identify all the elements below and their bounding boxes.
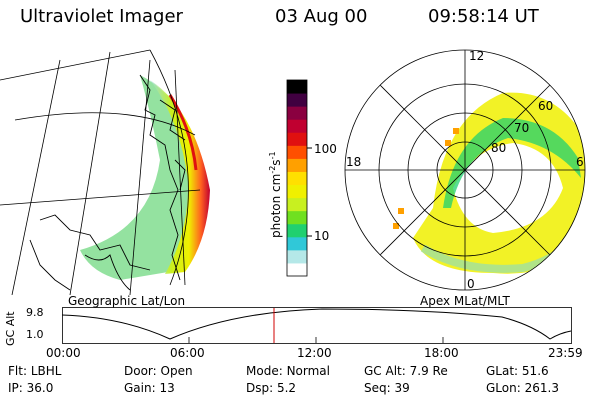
- time-tick-0000: 00:00: [46, 346, 81, 360]
- geographic-map-panel: [0, 49, 210, 295]
- colorbar-cell: [287, 80, 307, 94]
- colorbar-cell: [287, 93, 307, 107]
- time-tick-2359: 23:59: [548, 346, 583, 360]
- colorbar-tick-label-100: 100: [314, 142, 337, 156]
- colorbar-tick-label-10: 10: [314, 229, 330, 243]
- info-gc-alt: GC Alt: 7.9 Re: [364, 364, 448, 378]
- colorbar-cell: [287, 236, 307, 251]
- mlat-label-80: 80: [491, 141, 506, 155]
- instrument-title: Ultraviolet Imager: [20, 6, 183, 27]
- altitude-timeline: [62, 307, 572, 344]
- colorbar-cell: [287, 158, 307, 172]
- info-flt: Flt: LBHL: [8, 364, 62, 378]
- colorbar-cell: [287, 210, 307, 225]
- info-gain: Gain: 13: [124, 381, 175, 395]
- time-tick-0600: 06:00: [170, 346, 205, 360]
- info-dsp: Dsp: 5.2: [246, 381, 297, 395]
- mlt-label-12: 12: [469, 49, 484, 63]
- colorbar-cell: [287, 119, 307, 133]
- colorbar-cell: [287, 223, 307, 238]
- colorbar-cell: [287, 249, 307, 264]
- date-label: 03 Aug 00: [275, 6, 368, 27]
- mlt-label-18: 18: [346, 155, 361, 169]
- colorbar-cell: [287, 184, 307, 199]
- colorbar-cell: [287, 262, 307, 277]
- colorbar-cell: [287, 171, 307, 186]
- altitude-y-bottom: 1.0: [26, 328, 44, 341]
- colorbar-cell: [287, 132, 307, 146]
- info-door: Door: Open: [124, 364, 193, 378]
- info-mode: Mode: Normal: [246, 364, 330, 378]
- info-seq: Seq: 39: [364, 381, 410, 395]
- geographic-panel-label: Geographic Lat/Lon: [68, 294, 186, 308]
- time-label: 09:58:14 UT: [428, 6, 539, 27]
- time-tick-1800: 18:00: [424, 346, 459, 360]
- altitude-axis-label: GC Alt: [4, 311, 17, 346]
- mlt-label-0: 0: [467, 277, 475, 291]
- colorbar-unit-label: photon cm-2s-1: [268, 151, 283, 238]
- info-glat: GLat: 51.6: [486, 364, 549, 378]
- polar-mlat-mlt-plot: 12 18 6 0 60 70 80: [344, 49, 586, 291]
- colorbar-cell: [287, 145, 307, 159]
- colorbar: [286, 79, 312, 277]
- mlat-label-70: 70: [514, 121, 529, 135]
- polar-panel-label: Apex MLat/MLT: [420, 294, 510, 308]
- info-ip: IP: 36.0: [8, 381, 54, 395]
- colorbar-cell: [287, 106, 307, 120]
- mlt-label-6: 6: [576, 155, 584, 169]
- mlat-label-60: 60: [538, 99, 553, 113]
- altitude-y-top: 9.8: [26, 306, 44, 319]
- info-glon: GLon: 261.3: [486, 381, 559, 395]
- time-tick-1200: 12:00: [297, 346, 332, 360]
- colorbar-cell: [287, 197, 307, 212]
